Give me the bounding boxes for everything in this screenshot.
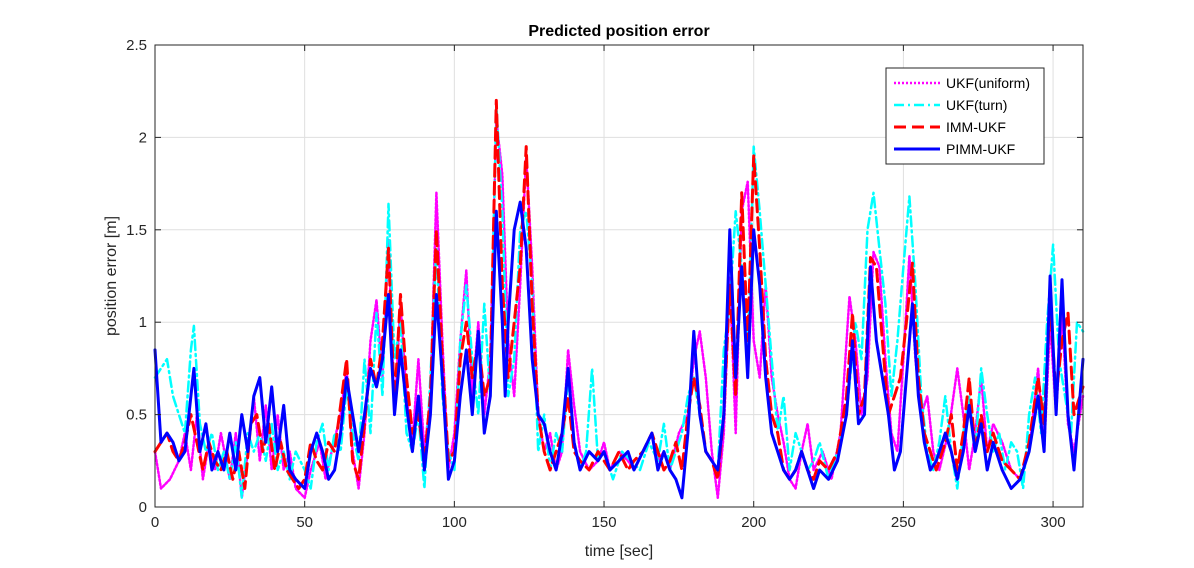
y-tick-label: 2.5 xyxy=(126,37,147,54)
series-line-pimm-ukf xyxy=(153,200,1085,500)
y-tick-label: 2 xyxy=(139,129,147,146)
legend-label-imm-ukf: IMM-UKF xyxy=(946,119,1006,135)
legend-label-ukf-turn: UKF(turn) xyxy=(946,97,1007,113)
x-axis-label: time [sec] xyxy=(585,543,653,560)
y-axis-label: position error [m] xyxy=(103,216,120,336)
x-tick-label: 300 xyxy=(1041,514,1066,531)
legend: UKF(uniform) UKF(turn) IMM-UKF PIMM-UKF xyxy=(885,67,1045,165)
x-tick-label: 50 xyxy=(296,514,313,531)
chart-title: Predicted position error xyxy=(528,23,709,40)
x-tick-label: 0 xyxy=(151,514,159,531)
y-tick-label: 1.5 xyxy=(126,222,147,239)
legend-label-pimm-ukf: PIMM-UKF xyxy=(946,141,1015,157)
plot-frame xyxy=(154,44,1084,508)
x-tick-label: 250 xyxy=(891,514,916,531)
legend-label-ukf-uniform: UKF(uniform) xyxy=(946,75,1030,91)
y-tick-label: 0.5 xyxy=(126,407,147,424)
x-tick-label: 150 xyxy=(592,514,617,531)
series-layer xyxy=(153,98,1085,500)
ticks: 0 50 100 150 200 250 300 0 0.5 1 1.5 2 2.5 xyxy=(126,37,1083,531)
x-tick-label: 100 xyxy=(442,514,467,531)
y-tick-label: 1 xyxy=(139,314,147,331)
x-tick-label: 200 xyxy=(741,514,766,531)
y-tick-label: 0 xyxy=(139,499,147,516)
